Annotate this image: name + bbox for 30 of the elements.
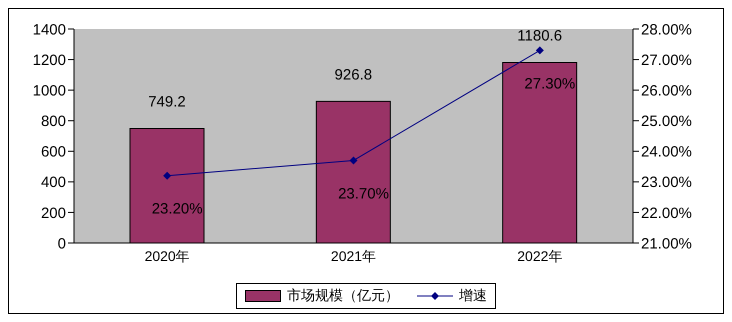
y2-tick-label: 21.00% [641, 235, 692, 252]
y2-tick-label: 24.00% [641, 144, 692, 161]
x-tick-label: 2022年 [517, 248, 562, 264]
data-label: 23.70% [338, 185, 389, 202]
y2-tick-label: 27.00% [641, 52, 692, 69]
data-label: 27.30% [524, 75, 576, 92]
y2-tick-label: 23.00% [641, 174, 692, 192]
legend-label: 市场规模（亿元） [286, 287, 399, 305]
legend-label: 增速 [458, 287, 487, 305]
data-label: 926.8 [334, 66, 372, 84]
y-tick-label: 400 [40, 174, 66, 192]
data-label: 1180.6 [517, 28, 562, 45]
y2-tick-label: 26.00% [641, 82, 692, 100]
point [163, 172, 172, 180]
y-tick-label: 600 [40, 144, 66, 161]
data-label: 749.2 [148, 93, 186, 110]
y-tick-label: 1400 [32, 21, 66, 38]
data-label: 23.20% [152, 200, 203, 218]
y-tick-label: 200 [40, 204, 66, 222]
y-tick-label: 1000 [32, 82, 66, 100]
y2-tick-label: 28.00% [641, 21, 692, 38]
point [536, 46, 544, 54]
y-tick-label: 0 [58, 235, 66, 252]
y2-tick-label: 25.00% [641, 113, 692, 130]
point [350, 156, 358, 164]
y2-tick-label: 22.00% [641, 204, 692, 222]
x-tick-label: 2020年 [144, 248, 190, 264]
x-tick-label: 2021年 [330, 248, 376, 264]
y-tick-label: 1200 [32, 52, 66, 69]
y-tick-label: 800 [40, 113, 66, 130]
